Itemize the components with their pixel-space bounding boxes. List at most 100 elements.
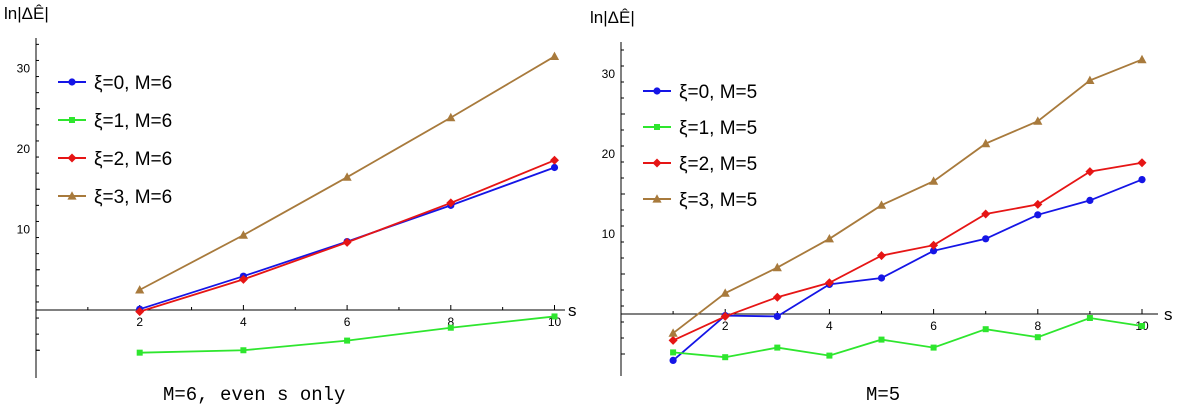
right-y-tick-label: 10 bbox=[602, 227, 616, 241]
right-legend-label: ξ=0, M=5 bbox=[679, 82, 757, 103]
left-series-2-point bbox=[342, 237, 352, 247]
left-x-tick-label: 6 bbox=[344, 315, 351, 329]
right-series-0-point bbox=[982, 235, 990, 243]
left-series-2-point bbox=[135, 307, 145, 317]
left-legend-label: ξ=3, M=6 bbox=[94, 187, 172, 208]
left-series-1-point bbox=[447, 324, 454, 331]
right-series-3-point bbox=[1137, 54, 1147, 64]
right-series-line-0 bbox=[672, 178, 1143, 362]
right-series-2-point bbox=[981, 209, 991, 219]
right-series-0-point bbox=[1138, 176, 1146, 184]
right-series-3-point bbox=[720, 288, 730, 297]
right-x-tick-label: 2 bbox=[722, 319, 729, 333]
left-series-3-point bbox=[238, 230, 248, 239]
right-legend-swatch-marker bbox=[652, 158, 662, 168]
right-legend-label: ξ=3, M=5 bbox=[679, 190, 757, 211]
right-series-2-point bbox=[1085, 167, 1095, 177]
right-series-1-point bbox=[982, 326, 989, 333]
right-x-tick-label: 6 bbox=[930, 319, 937, 333]
left-x-axis-label: s bbox=[568, 301, 577, 320]
right-legend-swatch-marker bbox=[654, 124, 660, 130]
left-series-3-point bbox=[446, 112, 456, 122]
right-series-1-point bbox=[878, 336, 885, 343]
left-series-2-point bbox=[550, 155, 559, 165]
left-series-2-point bbox=[238, 274, 248, 284]
left-series bbox=[135, 51, 560, 356]
right-series-line-2 bbox=[672, 161, 1143, 342]
left-x-tick-label: 4 bbox=[240, 315, 247, 329]
right-series-0-point bbox=[877, 274, 886, 282]
left-series-0-point bbox=[550, 163, 559, 172]
right-x-tick-label: 8 bbox=[1034, 319, 1041, 333]
right-x-axis-label: s bbox=[1164, 305, 1173, 324]
left-x-tick-label: 2 bbox=[136, 315, 143, 329]
left-legend-label: ξ=1, M=6 bbox=[94, 111, 172, 132]
left-series-1-point bbox=[136, 349, 143, 356]
right-series bbox=[668, 54, 1147, 364]
right-series-2-point bbox=[824, 278, 834, 288]
right-y-tick-label: 30 bbox=[602, 67, 616, 81]
right-series-3-point bbox=[876, 200, 887, 209]
right-series-1-point bbox=[1034, 334, 1041, 341]
left-chart-panel: 2 4 6 8 10 10 20 30 ξ=0, M=6 ξ=1, M=6 ξ=2, M=6 ξ=3… bbox=[4, 4, 577, 406]
left-ticks: 2 4 6 8 10 10 20 30 bbox=[17, 43, 562, 351]
right-y-axis-label: ln|ΔÊ| bbox=[590, 8, 635, 27]
left-legend-swatch-marker bbox=[69, 117, 75, 123]
right-series-line-1 bbox=[673, 317, 1143, 359]
left-x-tick-label: 10 bbox=[548, 315, 562, 329]
right-series-2-point bbox=[668, 335, 678, 345]
right-series-3-point bbox=[824, 234, 834, 243]
left-series-1-point bbox=[344, 337, 351, 344]
right-series-3-point bbox=[981, 138, 991, 148]
right-series-3-point bbox=[772, 262, 782, 272]
right-series-1-point bbox=[1086, 315, 1093, 321]
left-x-tick-label: 8 bbox=[447, 315, 454, 329]
right-series-1-point bbox=[774, 344, 781, 351]
right-series-0-point bbox=[930, 247, 938, 255]
right-series-2-point bbox=[1033, 199, 1043, 209]
left-legend-label: ξ=2, M=6 bbox=[94, 149, 172, 170]
right-series-2-point bbox=[772, 292, 782, 302]
left-y-tick-label: 20 bbox=[17, 142, 31, 156]
right-caption: M=5 bbox=[866, 384, 900, 406]
left-legend-swatch-marker bbox=[67, 153, 77, 163]
left-series-2-point bbox=[446, 198, 456, 208]
right-series-1-point bbox=[722, 354, 729, 361]
right-series-1-point bbox=[670, 349, 677, 356]
right-legend-swatch-marker bbox=[652, 194, 662, 203]
right-series-3-point bbox=[1085, 75, 1095, 84]
left-y-tick-label: 10 bbox=[17, 223, 31, 237]
right-series-1-point bbox=[1139, 323, 1145, 329]
left-series-1-point bbox=[240, 347, 247, 354]
right-x-tick-label: 4 bbox=[826, 319, 833, 333]
right-series-0-point bbox=[1086, 196, 1094, 204]
left-legend-label: ξ=0, M=6 bbox=[94, 73, 172, 94]
right-series-2-point bbox=[1137, 158, 1147, 168]
left-series-1-point bbox=[551, 313, 558, 320]
left-legend-swatch-marker bbox=[67, 191, 77, 200]
left-legend-swatch-marker bbox=[68, 78, 76, 86]
right-series-0-point bbox=[669, 356, 677, 364]
right-series-2-point bbox=[720, 311, 730, 321]
right-series-3-point bbox=[1033, 116, 1043, 125]
right-legend-label: ξ=2, M=5 bbox=[679, 154, 757, 175]
right-y-tick-label: 20 bbox=[602, 147, 616, 161]
right-legend: ξ=0, M=5 ξ=1, M=5 ξ=2, M=5 ξ=3, M=5 bbox=[643, 82, 757, 211]
right-legend-label: ξ=1, M=5 bbox=[679, 118, 757, 139]
right-series-line-3 bbox=[672, 58, 1143, 334]
left-legend: ξ=0, M=6 ξ=1, M=6 ξ=2, M=6 ξ=3, M=6 bbox=[58, 73, 172, 208]
right-series-0-point bbox=[1034, 211, 1042, 219]
right-series-3-point bbox=[929, 176, 939, 185]
left-axes bbox=[35, 38, 565, 378]
right-legend-swatch-marker bbox=[653, 87, 661, 95]
right-series-2-point bbox=[929, 240, 939, 250]
right-series-1-point bbox=[930, 344, 937, 351]
left-series-3-point bbox=[342, 172, 352, 181]
left-y-axis-label: ln|ΔÊ| bbox=[4, 4, 49, 23]
left-series-3-point bbox=[549, 51, 560, 61]
right-series-3-point bbox=[668, 328, 678, 337]
right-series-0-point bbox=[773, 312, 781, 320]
